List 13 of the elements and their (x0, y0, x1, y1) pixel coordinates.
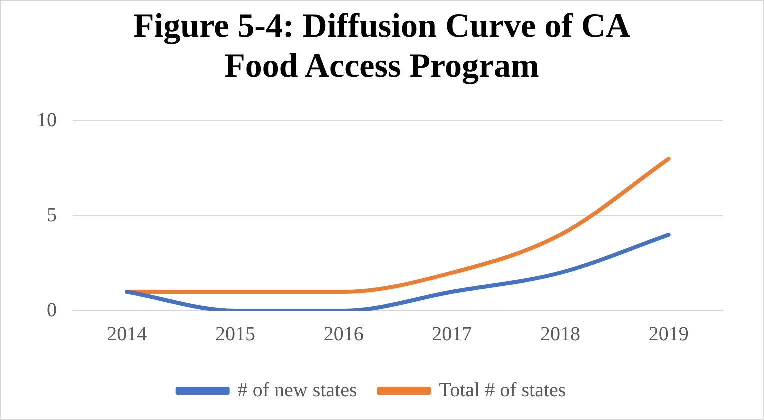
legend-label: Total # of states (439, 379, 566, 402)
x-tick-label: 2019 (648, 323, 689, 346)
y-tick-label: 10 (37, 109, 57, 132)
y-tick-label: 0 (47, 299, 57, 322)
y-tick-label: 5 (47, 204, 57, 226)
legend-label: # of new states (238, 379, 358, 402)
x-tick-label: 2017 (432, 323, 472, 346)
x-tick-label: 2015 (216, 323, 256, 346)
x-tick-label: 2014 (107, 323, 148, 346)
chart-title: Figure 5-4: Diffusion Curve of CA Food Access Program (132, 7, 632, 87)
x-tick-label: 2018 (540, 323, 580, 346)
x-tick-label: 2016 (324, 323, 364, 346)
line-series (125, 233, 671, 311)
